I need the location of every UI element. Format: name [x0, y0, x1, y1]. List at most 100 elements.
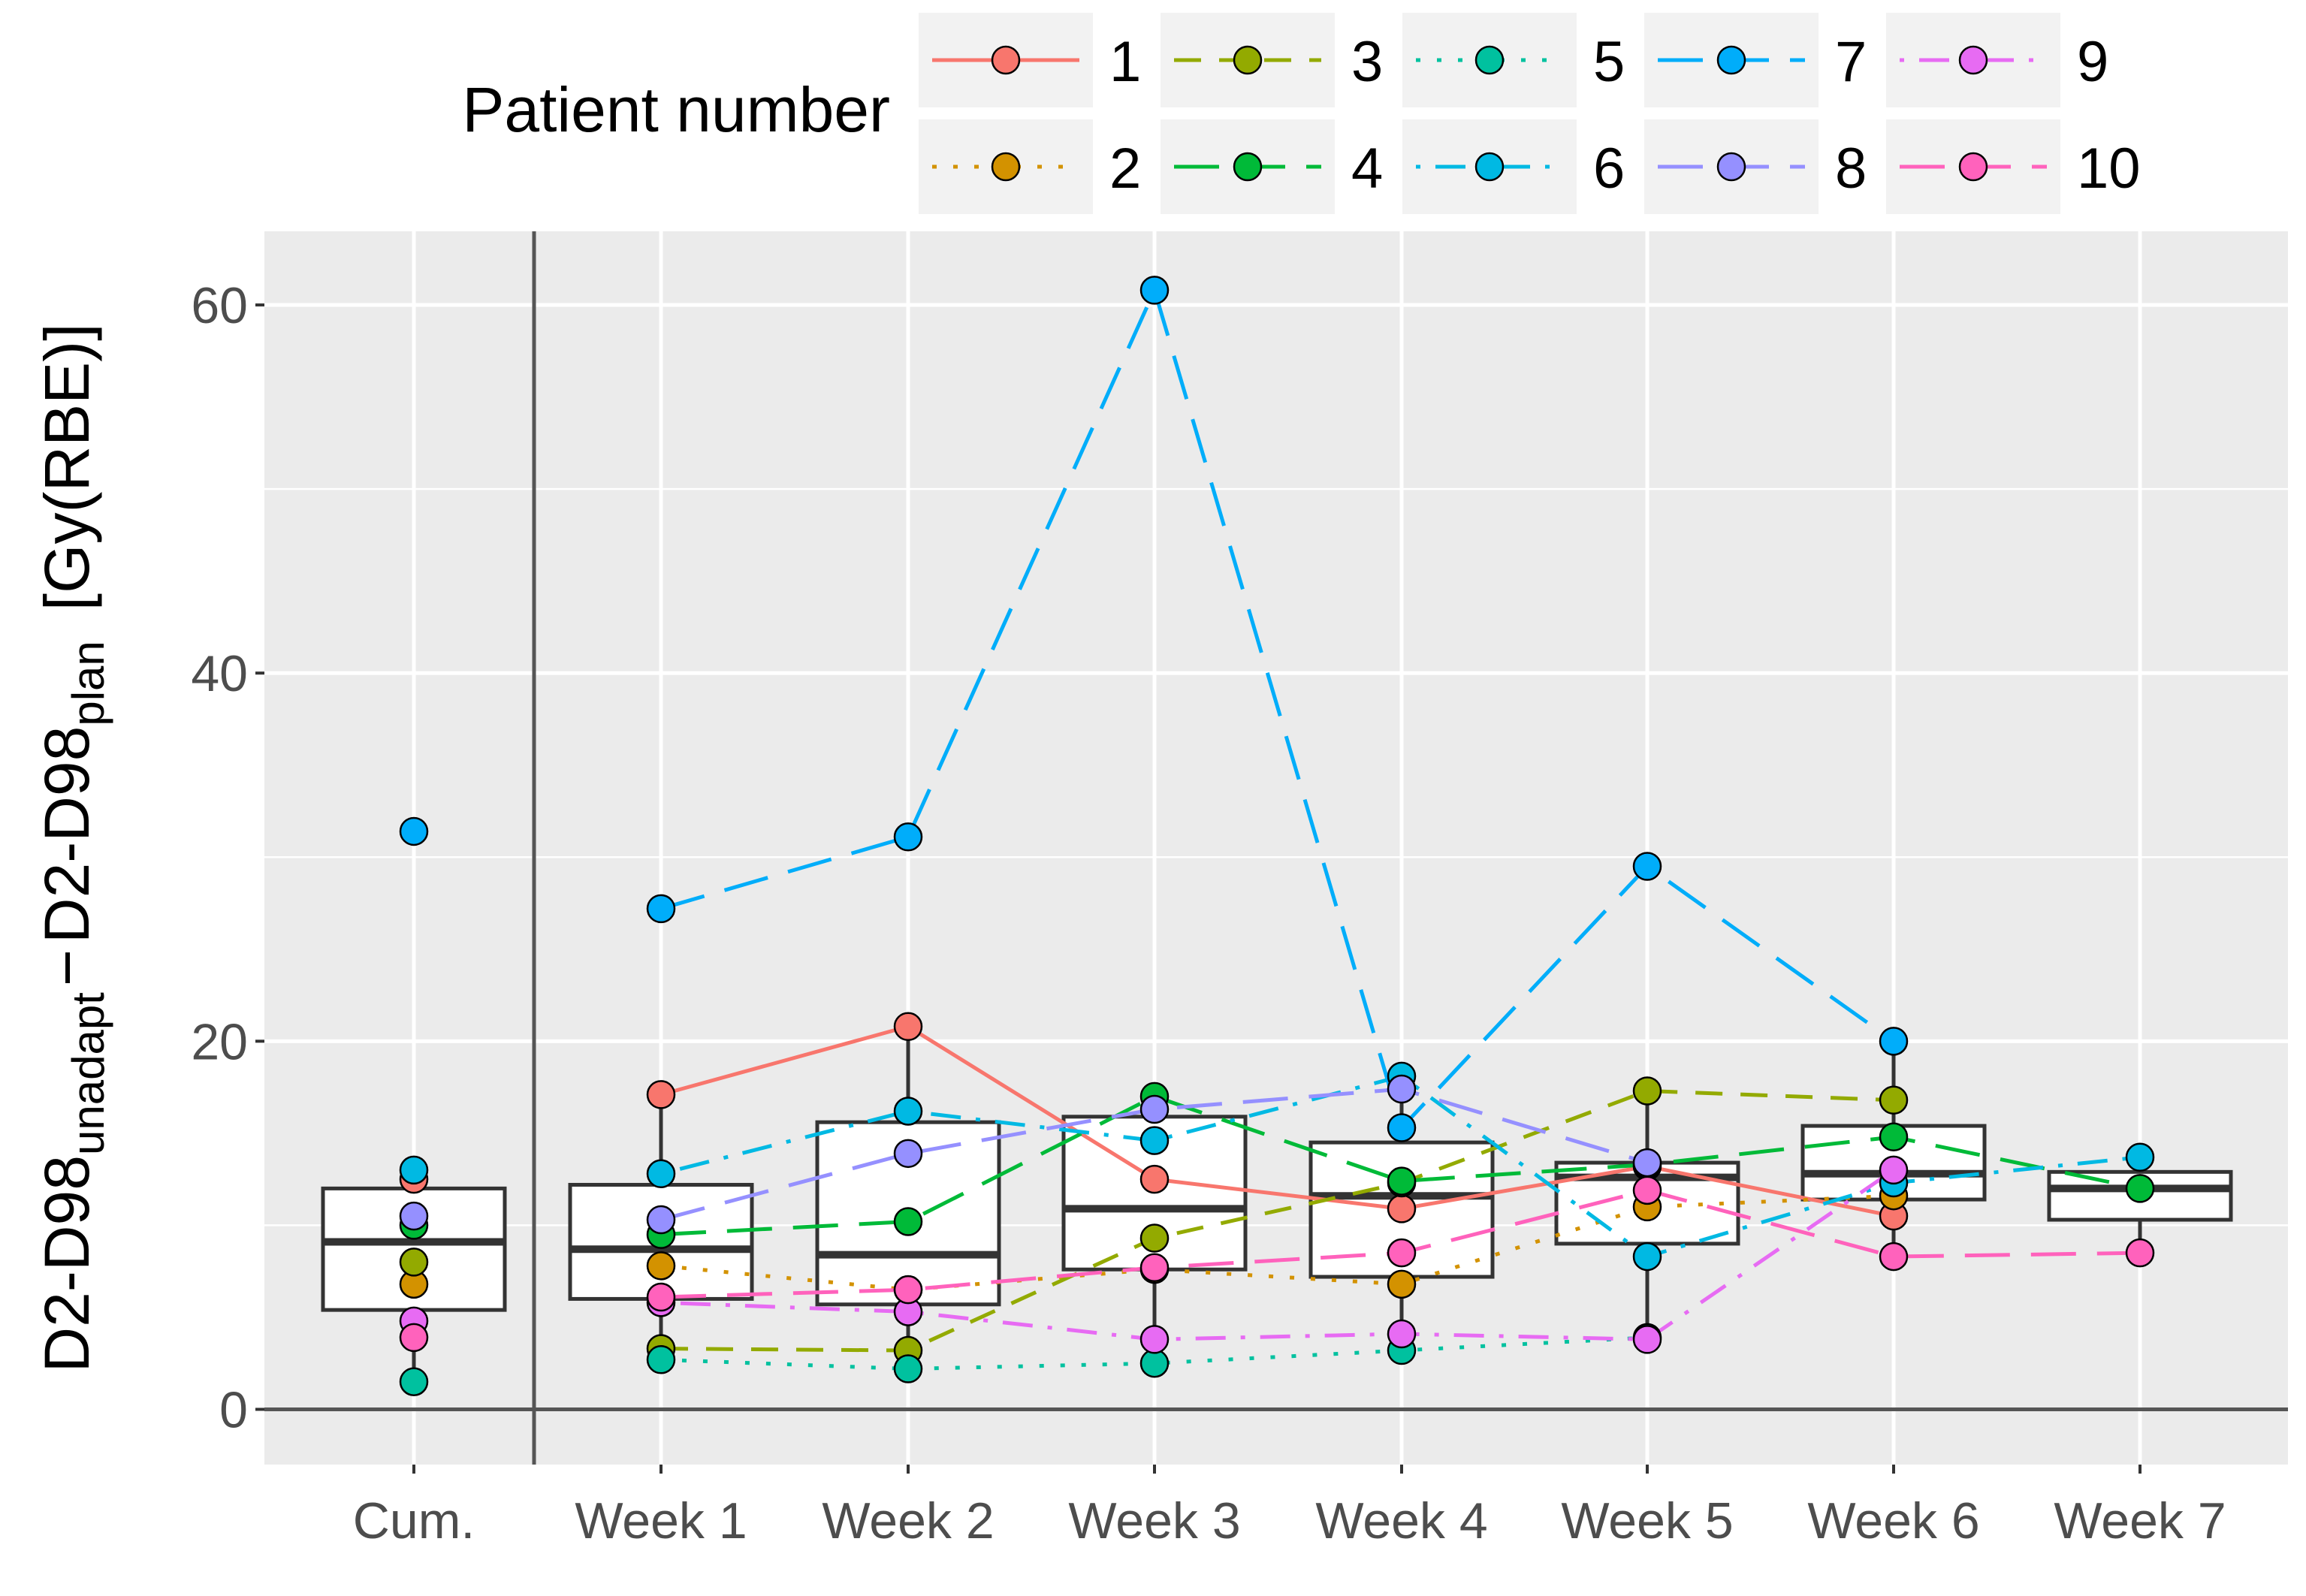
point-week-3 [1139, 1253, 1170, 1283]
y-label-unit: [Gy(RBE)] [32, 324, 102, 611]
point-week-1 [646, 1080, 676, 1109]
point-week-2 [893, 822, 923, 852]
points-patient-1 [399, 1012, 1909, 1231]
point-week-3 [1139, 1094, 1170, 1124]
point-week-5 [1632, 1148, 1662, 1178]
point-week-4 [1387, 1194, 1417, 1223]
y-label-b-sub: plan [63, 641, 113, 726]
plot-panel [264, 231, 2288, 1465]
x-tick-label: Week 6 [1807, 1492, 1979, 1549]
legend-entry-9: 9 [1886, 13, 2108, 107]
panel-background [264, 231, 2288, 1465]
point-week-2 [893, 1097, 923, 1126]
legend-key-point [1233, 152, 1263, 182]
legend-key-point [991, 45, 1021, 75]
point-week-2 [893, 1275, 923, 1305]
legend-entry-4: 4 [1161, 119, 1383, 214]
legend-label: 1 [1109, 30, 1141, 94]
legend-label: 9 [2077, 30, 2108, 94]
legend-label: 4 [1351, 137, 1383, 201]
x-tick-label: Week 3 [1068, 1492, 1240, 1549]
legend-label: 10 [2077, 137, 2141, 201]
point-week-6 [1879, 1027, 1909, 1056]
point-week-7 [2125, 1142, 2155, 1172]
point-week-3 [1139, 1164, 1170, 1194]
point-week-4 [1387, 1269, 1417, 1299]
legend-entry-3: 3 [1161, 13, 1383, 107]
point-cum [399, 1155, 429, 1185]
point-week-5 [1632, 1242, 1662, 1272]
series-line-patient-7 [660, 288, 1895, 1130]
point-week-4 [1387, 1166, 1417, 1196]
legend-key-point [1233, 45, 1263, 75]
y-tick-label: 20 [191, 1013, 248, 1070]
point-week-1 [646, 1205, 676, 1235]
legend-entry-5: 5 [1402, 13, 1625, 107]
y-label-b: D2-D98 [32, 726, 102, 943]
y-tick-label: 0 [219, 1381, 248, 1438]
y-axis: 0 20 40 60 [191, 277, 264, 1438]
series-line-patient-9 [660, 1168, 1895, 1341]
points-patient-10 [399, 1175, 2155, 1353]
point-cum [399, 1367, 429, 1396]
legend-entry-6: 6 [1402, 119, 1625, 214]
series-line-patient-1 [660, 1024, 1894, 1218]
point-week-5 [1632, 852, 1662, 881]
series-line-patient-5 [660, 1335, 1648, 1371]
point-week-7 [2125, 1174, 2155, 1203]
point-week-6 [1879, 1155, 1909, 1185]
legend-label: 7 [1835, 30, 1867, 94]
point-cum [399, 816, 429, 846]
points-patient-6 [399, 1061, 2155, 1272]
x-tick-label: Week 7 [2054, 1492, 2226, 1549]
data-points [399, 276, 2155, 1396]
x-tick-label: Week 1 [575, 1492, 747, 1549]
point-week-1 [646, 894, 676, 924]
point-week-4 [1387, 1074, 1417, 1104]
point-week-3 [1139, 1126, 1170, 1155]
point-week-4 [1387, 1113, 1417, 1142]
point-week-1 [646, 1159, 676, 1189]
legend-entry-2: 2 [919, 119, 1141, 214]
point-week-2 [893, 1354, 923, 1383]
legend-label: 2 [1109, 137, 1141, 201]
point-week-3 [1139, 1325, 1170, 1354]
legend-title: Patient number [462, 74, 890, 145]
legend-label: 8 [1835, 137, 1867, 201]
point-week-5 [1632, 1175, 1662, 1205]
series-line-patient-3 [660, 1089, 1894, 1353]
y-axis-title-text: D2-D98unadapt−D2-D98plan[Gy(RBE)] [32, 324, 113, 1373]
point-cum [399, 1323, 429, 1353]
x-tick-label: Week 4 [1315, 1492, 1487, 1549]
y-label-a-sub: unadapt [63, 992, 113, 1155]
point-week-7 [2125, 1238, 2155, 1268]
legend-key-point [1474, 152, 1505, 182]
point-week-1 [646, 1282, 676, 1312]
legend-key-point [1716, 152, 1746, 182]
y-tick-label: 40 [191, 645, 248, 702]
reference-lines [264, 231, 2288, 1465]
points-patient-7 [399, 276, 1909, 1142]
point-cum [399, 1248, 429, 1277]
y-axis-title: D2-D98unadapt−D2-D98plan[Gy(RBE)] [32, 324, 113, 1373]
point-week-6 [1879, 1122, 1909, 1152]
legend-key-point [1716, 45, 1746, 75]
point-week-4 [1387, 1319, 1417, 1349]
point-week-2 [893, 1012, 923, 1041]
legend-keys: 1 2 3 4 5 6 7 8 9 10 [919, 13, 2141, 214]
legend-key-point [991, 152, 1021, 182]
legend-entry-8: 8 [1644, 119, 1867, 214]
legend-entry-1: 1 [919, 13, 1141, 107]
point-week-2 [893, 1207, 923, 1236]
legend-label: 6 [1593, 137, 1625, 201]
x-tick-label: Week 5 [1561, 1492, 1733, 1549]
legend-key-point [1958, 152, 1988, 182]
point-week-2 [893, 1139, 923, 1169]
x-tick-label: Cum. [353, 1492, 475, 1549]
point-week-1 [646, 1345, 676, 1374]
y-label-minus: − [32, 949, 102, 986]
legend-key-point [1958, 45, 1988, 75]
legend-entry-10: 10 [1886, 119, 2141, 214]
point-week-4 [1387, 1238, 1417, 1268]
